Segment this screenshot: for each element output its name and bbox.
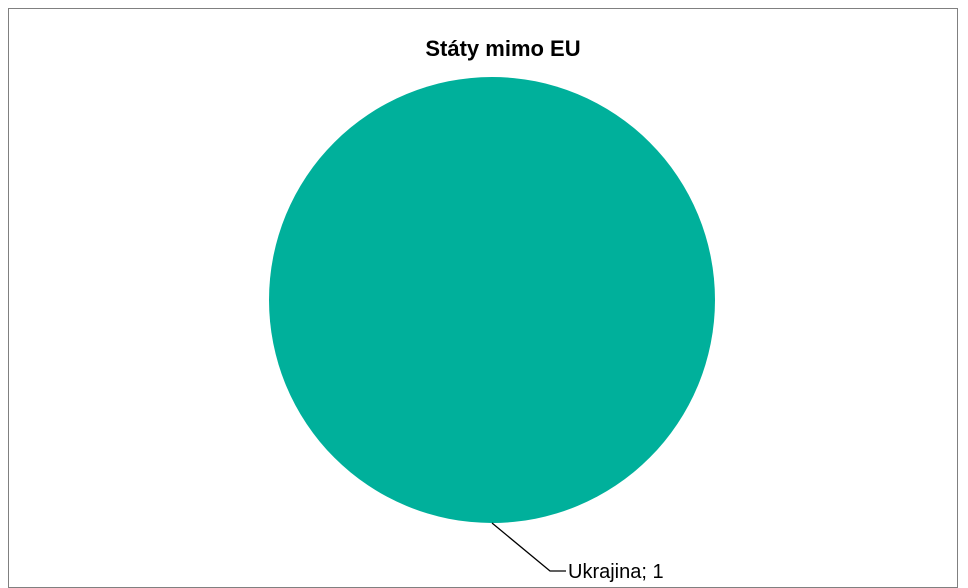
- chart-title: Státy mimo EU: [425, 36, 580, 61]
- leader-line: [491, 522, 566, 572]
- pie-slice-ukrajina: [269, 77, 715, 523]
- data-label: Ukrajina; 1: [568, 561, 664, 583]
